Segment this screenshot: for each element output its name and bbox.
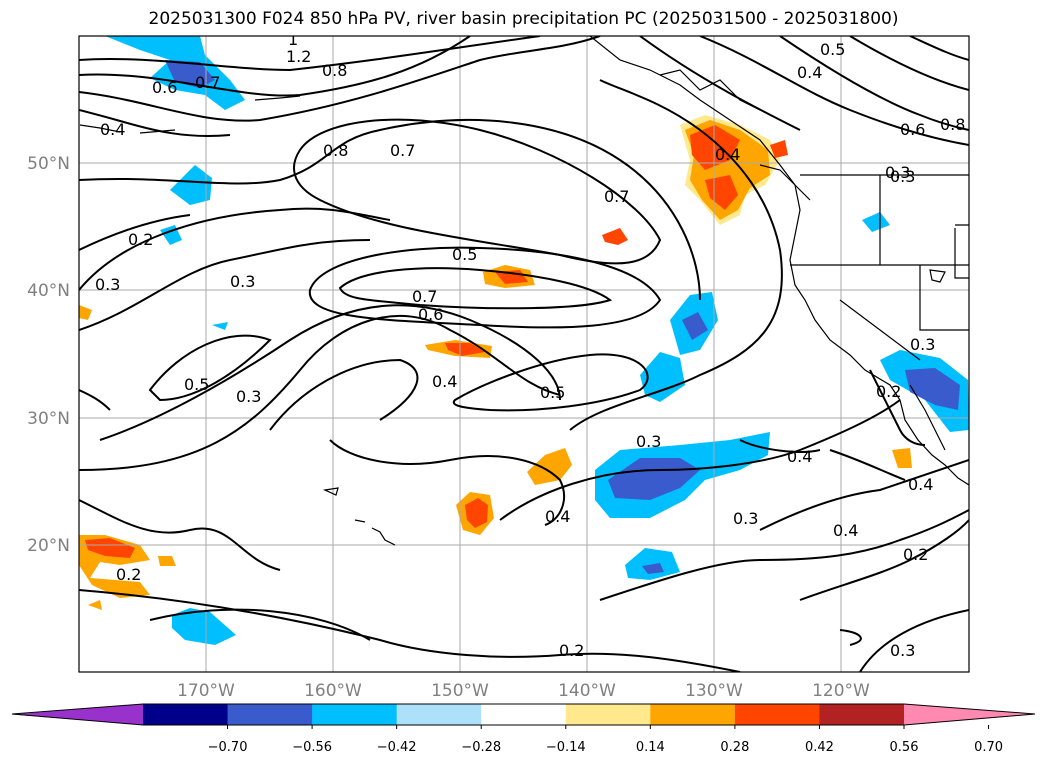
contour-label: 0.3: [890, 167, 915, 186]
contour-label: 0.3: [910, 335, 935, 354]
lat-label: 20°N: [27, 536, 70, 556]
contour-label: 0.4: [833, 521, 858, 540]
lon-label: 170°W: [177, 681, 235, 701]
lon-label: 120°W: [812, 681, 870, 701]
colorbar-tick-label: −0.70: [208, 740, 248, 755]
colorbar-tick-label: −0.28: [461, 740, 501, 755]
contour-label: 0.7: [390, 141, 415, 160]
map-title: 2025031300 F024 850 hPa PV, river basin …: [148, 9, 899, 29]
colorbar-swatch: [734, 704, 820, 725]
colorbar-extend-high: [904, 704, 1035, 725]
colorbar-tick-label: −0.56: [292, 740, 332, 755]
colorbar-tick-label: 0.14: [636, 740, 665, 755]
contour-label: 0.4: [908, 475, 933, 494]
colorbar-outline: [11, 703, 1036, 726]
precip-fill-layer: [79, 36, 969, 645]
contour-label: 0.5: [452, 245, 477, 264]
contour-label: 0.5: [184, 375, 209, 394]
contour-label: 0.3: [733, 509, 758, 528]
contour-label: 0.8: [940, 115, 965, 134]
lon-label: 130°W: [685, 681, 743, 701]
map-frame: [78, 35, 970, 673]
contour-label: 0.2: [876, 382, 901, 401]
colorbar-swatch: [227, 704, 313, 725]
negative-anomaly-areas: [105, 36, 969, 645]
colorbar-swatch: [143, 704, 229, 725]
lat-label: 40°N: [27, 281, 70, 301]
colorbar-swatch: [312, 704, 398, 725]
contour-label: 0.4: [787, 447, 812, 466]
coastlines: [79, 36, 969, 546]
contour-label: 0.3: [95, 275, 120, 294]
contour-label: 0.7: [604, 187, 629, 206]
contour-label: 1.2: [286, 47, 311, 66]
contour-label: 0.7: [195, 73, 220, 92]
colorbar-ticks: −0.70 −0.56 −0.42 −0.28 −0.14 0.14 0.28 0.42 0.5…: [208, 725, 1003, 755]
lat-label: 30°N: [27, 409, 70, 429]
longitude-labels: 170°W 160°W 150°W 140°W 130°W 120°W: [177, 681, 870, 701]
colorbar-tick-label: 0.56: [890, 740, 919, 755]
contour-label: 0.3: [230, 272, 255, 291]
contour-label: 0.4: [797, 63, 822, 82]
colorbar-swatches: [12, 704, 1035, 725]
contour-label: 0.8: [323, 141, 348, 160]
colorbar-tick-label: 0.70: [974, 740, 1003, 755]
contour-label: 0.3: [890, 641, 915, 660]
contour-label: 0.3: [885, 163, 910, 182]
contour-label: 0.5: [820, 40, 845, 59]
contour-label: 0.5: [540, 383, 565, 402]
lat-label: 50°N: [27, 154, 70, 174]
contour-labels: 1.2 1 0.8 0.7 0.6 0.4 0.5 0.4 0.6 0.8 0.…: [95, 30, 965, 660]
colorbar-tick-label: 0.28: [720, 740, 749, 755]
colorbar: −0.70 −0.56 −0.42 −0.28 −0.14 0.14 0.28 0.42 0.5…: [11, 703, 1036, 755]
graticule: [79, 36, 969, 672]
contour-label: 0.4: [715, 145, 740, 164]
colorbar-tick-label: −0.14: [546, 740, 586, 755]
colorbar-extend-low: [12, 704, 143, 725]
contour-label: 0.4: [545, 507, 570, 526]
colorbar-swatch: [481, 704, 567, 725]
colorbar-tick-label: −0.42: [377, 740, 417, 755]
contour-label: 0.7: [412, 287, 437, 306]
colorbar-swatch: [819, 704, 905, 725]
colorbar-tick-label: 0.42: [805, 740, 834, 755]
colorbar-swatch: [650, 704, 736, 725]
contour-label: 0.8: [322, 61, 347, 80]
contour-label: 1: [288, 30, 298, 49]
contour-label: 0.2: [128, 230, 153, 249]
lon-label: 160°W: [304, 681, 362, 701]
contour-label: 0.2: [116, 565, 141, 584]
colorbar-swatch: [396, 704, 482, 725]
contour-label: 0.6: [418, 305, 443, 324]
positive-anomaly-areas: [79, 115, 912, 610]
pv-contours: [79, 36, 969, 672]
contour-label: 0.6: [900, 120, 925, 139]
contour-label: 0.4: [100, 120, 125, 139]
lon-label: 150°W: [431, 681, 489, 701]
colorbar-swatch: [565, 704, 651, 725]
contour-label: 0.3: [636, 432, 661, 451]
contour-label: 0.2: [559, 641, 584, 660]
contour-label: 0.2: [903, 545, 928, 564]
lon-label: 140°W: [558, 681, 616, 701]
contour-label: 0.4: [432, 372, 457, 391]
latitude-labels: 50°N 40°N 30°N 20°N: [27, 154, 70, 556]
contour-label: 0.6: [152, 78, 177, 97]
contour-label: 0.3: [236, 387, 261, 406]
